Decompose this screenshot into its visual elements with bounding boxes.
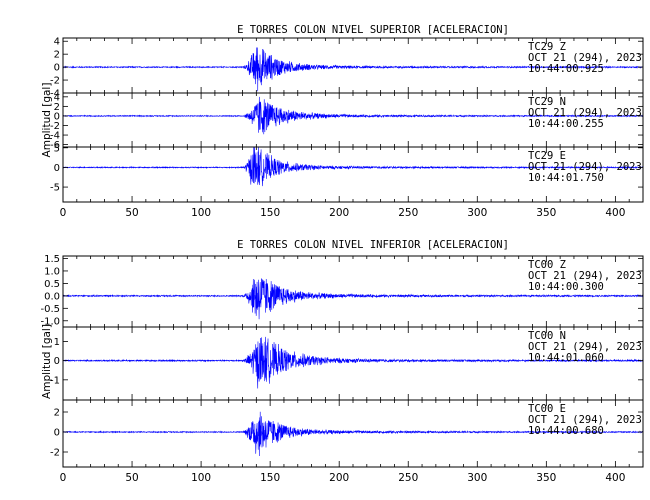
y-axis-label: Amplitud [gal] bbox=[41, 324, 53, 399]
station-component-label: TC29 N bbox=[528, 96, 566, 108]
date-label: OCT 21 (294), 2023 bbox=[528, 414, 642, 426]
y-tick-label: -2 bbox=[50, 448, 60, 459]
date-label: OCT 21 (294), 2023 bbox=[528, 270, 642, 282]
date-label: OCT 21 (294), 2023 bbox=[528, 107, 642, 119]
y-tick-label: 2 bbox=[54, 50, 60, 61]
x-tick-label: 150 bbox=[260, 207, 280, 219]
x-tick-label: 350 bbox=[536, 207, 556, 219]
x-tick-label: 200 bbox=[329, 472, 349, 484]
x-tick-label: 350 bbox=[536, 472, 556, 484]
y-tick-label: 4 bbox=[54, 37, 60, 48]
date-label: OCT 21 (294), 2023 bbox=[528, 341, 642, 353]
x-tick-label: 400 bbox=[605, 472, 625, 484]
waveform-trace bbox=[62, 278, 644, 320]
station-component-label: TC29 E bbox=[528, 150, 566, 162]
waveform-trace bbox=[62, 96, 644, 135]
y-tick-label: 2 bbox=[54, 408, 60, 419]
x-tick-label: 200 bbox=[329, 207, 349, 219]
y-tick-label: -0.5 bbox=[40, 304, 60, 315]
chart-title: E TORRES COLON NIVEL SUPERIOR [ACELERACI… bbox=[237, 24, 509, 36]
y-tick-label: 5 bbox=[54, 143, 60, 154]
x-tick-label: 250 bbox=[398, 207, 418, 219]
chart-2: E TORRES COLON NIVEL INFERIOR [ACELERACI… bbox=[40, 239, 644, 484]
time-label: 10:44:01.750 bbox=[528, 172, 604, 184]
station-component-label: TC00 N bbox=[528, 330, 566, 342]
x-tick-label: 100 bbox=[191, 207, 211, 219]
date-label: OCT 21 (294), 2023 bbox=[528, 52, 642, 64]
waveform-trace bbox=[62, 47, 644, 92]
x-tick-label: 300 bbox=[467, 207, 487, 219]
y-tick-label: 0 bbox=[54, 428, 60, 439]
x-tick-label: 100 bbox=[191, 472, 211, 484]
y-tick-label: 0.5 bbox=[44, 279, 60, 290]
waveform-trace bbox=[62, 336, 644, 389]
x-tick-label: 300 bbox=[467, 472, 487, 484]
y-tick-label: 1.5 bbox=[44, 254, 60, 265]
y-tick-label: -2 bbox=[50, 121, 60, 132]
station-component-label: TC00 Z bbox=[528, 259, 566, 271]
chart-title: E TORRES COLON NIVEL INFERIOR [ACELERACI… bbox=[237, 239, 509, 251]
x-tick-label: 250 bbox=[398, 472, 418, 484]
x-tick-label: 400 bbox=[605, 207, 625, 219]
y-tick-label: 1.0 bbox=[44, 266, 60, 277]
time-label: 10:44:00.255 bbox=[528, 118, 604, 130]
station-component-label: TC00 E bbox=[528, 403, 566, 415]
waveform-trace bbox=[62, 147, 644, 187]
y-tick-label: -4 bbox=[50, 89, 60, 100]
date-label: OCT 21 (294), 2023 bbox=[528, 161, 642, 173]
time-label: 10:44:01.060 bbox=[528, 352, 604, 364]
y-tick-label: 0 bbox=[54, 356, 60, 367]
y-tick-label: 0.0 bbox=[44, 291, 60, 302]
y-tick-label: -6 bbox=[50, 140, 60, 151]
y-tick-label: -1.0 bbox=[40, 316, 60, 327]
time-label: 10:44:00.300 bbox=[528, 281, 604, 293]
y-tick-label: 2 bbox=[54, 102, 60, 113]
y-tick-label: -2 bbox=[50, 76, 60, 87]
y-tick-label: -5 bbox=[50, 183, 60, 194]
waveform-trace bbox=[62, 411, 644, 456]
figure-layer: E TORRES COLON NIVEL SUPERIOR [ACELERACI… bbox=[40, 24, 644, 484]
y-tick-label: 1 bbox=[54, 337, 60, 348]
x-tick-label: 50 bbox=[125, 207, 138, 219]
time-label: 10:44:00.680 bbox=[528, 425, 604, 437]
x-tick-label: 0 bbox=[60, 472, 67, 484]
y-tick-label: 0 bbox=[54, 111, 60, 122]
y-tick-label: 0 bbox=[54, 63, 60, 74]
time-label: 10:44:00.925 bbox=[528, 63, 604, 75]
y-tick-label: 4 bbox=[54, 92, 60, 103]
y-tick-label: -4 bbox=[50, 131, 60, 142]
x-tick-label: 150 bbox=[260, 472, 280, 484]
y-tick-label: -1 bbox=[50, 375, 60, 386]
chart-1: E TORRES COLON NIVEL SUPERIOR [ACELERACI… bbox=[41, 24, 644, 219]
y-tick-label: 0 bbox=[54, 163, 60, 174]
x-tick-label: 50 bbox=[125, 472, 138, 484]
x-tick-label: 0 bbox=[60, 207, 67, 219]
station-component-label: TC29 Z bbox=[528, 41, 566, 53]
y-axis-label: Amplitud [gal] bbox=[41, 83, 53, 158]
